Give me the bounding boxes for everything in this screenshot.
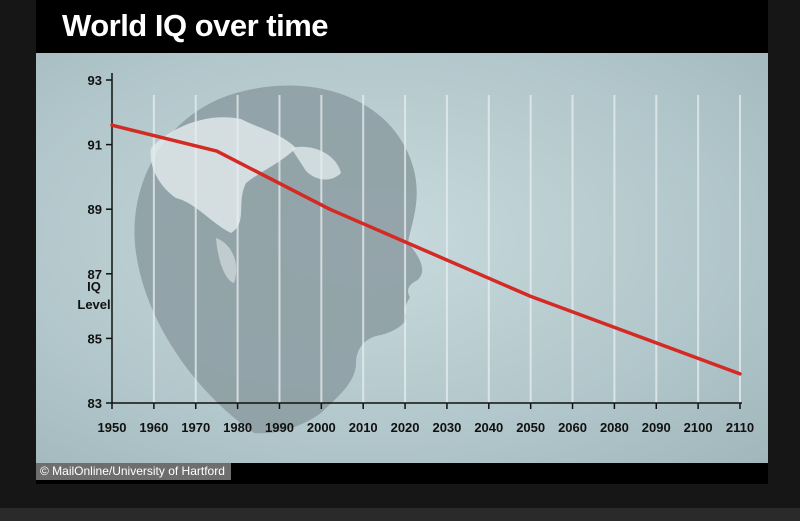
- x-tick-label: 2000: [307, 420, 336, 435]
- axes: [106, 73, 742, 409]
- x-tick-label: 2060: [558, 420, 587, 435]
- x-tick-label: 1960: [139, 420, 168, 435]
- bottom-bar: [0, 508, 800, 521]
- chart-title: World IQ over time: [62, 8, 329, 43]
- x-tick-label: 2100: [684, 420, 713, 435]
- image-credit: © MailOnline/University of Hartford: [36, 463, 231, 480]
- y-tick-label: 91: [88, 138, 102, 153]
- x-tick-label: 2030: [432, 420, 461, 435]
- y-tick-label: 93: [88, 73, 102, 88]
- x-tick-label: 2090: [642, 420, 671, 435]
- y-axis-label-line: IQ: [87, 279, 101, 294]
- x-tick-label: 1990: [265, 420, 294, 435]
- y-tick-label: 85: [88, 331, 102, 346]
- head-silhouette: [134, 85, 423, 434]
- chart-panel: 93 91 89 87 85 83 1950 1960 1970 1980 1990 2000 201…: [36, 53, 768, 463]
- line-chart: 93 91 89 87 85 83 1950 1960 1970 1980 1990 2000 201…: [36, 53, 768, 463]
- x-tick-label: 1950: [98, 420, 127, 435]
- x-tick-label: 1980: [223, 420, 252, 435]
- x-tick-label: 2050: [516, 420, 545, 435]
- y-tick-labels: 93 91 89 87 85 83: [88, 73, 102, 411]
- series-line: [110, 123, 742, 376]
- x-tick-label: 2080: [600, 420, 629, 435]
- y-axis-label: IQ Level: [76, 278, 112, 314]
- x-tick-label: 2040: [474, 420, 503, 435]
- x-tick-label: 2010: [349, 420, 378, 435]
- series-group: [110, 123, 742, 376]
- y-axis-label-line: Level: [77, 297, 111, 312]
- y-tick-label: 83: [88, 396, 102, 411]
- x-tick-label: 1970: [181, 420, 210, 435]
- vertical-gridlines: [152, 95, 741, 403]
- x-tick-label: 2020: [391, 420, 420, 435]
- x-tick-label: 2110: [726, 420, 754, 435]
- x-tick-labels: 1950 1960 1970 1980 1990 2000 2010 2020 2030 2040…: [98, 420, 755, 435]
- y-tick-label: 87: [88, 267, 102, 282]
- y-tick-label: 89: [88, 202, 102, 217]
